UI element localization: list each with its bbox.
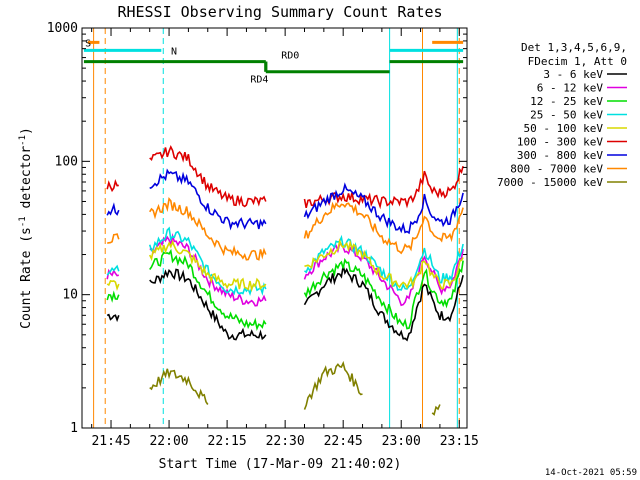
series-line (303, 242, 464, 307)
x-tick-label: 22:00 (149, 434, 188, 449)
series-line (303, 182, 464, 235)
flag-label-s: S (85, 38, 91, 49)
series-line (431, 404, 441, 416)
series-line (303, 265, 464, 342)
x-tick-label: 23:00 (382, 434, 421, 449)
y-tick-label: 10 (62, 288, 78, 303)
legend-entry: 12 - 25 keV (530, 95, 603, 108)
x-axis: 21:45 22:00 22:15 22:30 22:45 23:00 23:15 (91, 28, 479, 449)
series-line (106, 313, 120, 323)
series-line (149, 144, 267, 208)
series-line (106, 290, 120, 303)
series-line (106, 279, 120, 291)
legend-entry: 25 - 50 keV (530, 109, 603, 122)
series-line (149, 168, 267, 231)
legend-entry: 3 - 6 keV (543, 68, 603, 81)
x-tick-label: 21:45 (91, 434, 130, 449)
legend-entry: 7000 - 15000 keV (497, 176, 603, 189)
series-line (106, 268, 119, 280)
series-line (107, 233, 120, 244)
x-tick-label: 22:15 (208, 434, 247, 449)
flag-label-rd4: RD4 (250, 75, 268, 86)
x-tick-label: 22:45 (324, 434, 363, 449)
legend: Det 1,3,4,5,6,9,FDecim 1, Att 03 - 6 keV… (497, 41, 627, 189)
series-line (303, 201, 464, 255)
legend-entry: 300 - 800 keV (517, 149, 603, 162)
series-line (149, 268, 267, 341)
y-tick-label: 1 (70, 421, 78, 436)
legend-header: FDecim 1, Att 0 (528, 55, 627, 68)
chart-title: RHESSI Observing Summary Count Rates (117, 3, 442, 21)
plot-frame (81, 27, 468, 429)
series-line (304, 234, 464, 291)
flag-label-n: N (171, 46, 177, 57)
series-line (303, 360, 363, 410)
series-line (106, 178, 119, 193)
series-line (148, 239, 267, 293)
series-line (304, 238, 464, 290)
series-line (106, 202, 120, 216)
series-line (149, 196, 267, 261)
series-line (106, 264, 120, 276)
x-tick-label: 22:30 (266, 434, 305, 449)
series-line (303, 257, 464, 330)
plot-clip-group (83, 28, 464, 428)
flag-label-rd0: RD0 (281, 51, 299, 62)
series-line (149, 248, 267, 331)
x-tick-label: 23:15 (440, 434, 479, 449)
y-tick-label: 1000 (47, 21, 78, 36)
y-tick-label: 100 (55, 154, 78, 169)
x-axis-label: Start Time (17-Mar-09 21:40:02) (159, 457, 402, 472)
series-line (149, 232, 267, 307)
plot-area: RD0 RD4 N S (83, 28, 464, 428)
legend-entry: 800 - 7000 keV (510, 163, 603, 176)
legend-entry: 100 - 300 keV (517, 136, 603, 149)
legend-header: Det 1,3,4,5,6,9, (521, 41, 627, 54)
footer-date: 14-Oct-2021 05:59 (545, 468, 637, 478)
series-line (148, 226, 267, 297)
legend-entry: 6 - 12 keV (537, 82, 604, 95)
y-axis-label: Count Rate (s-1 detector-1) (18, 127, 34, 329)
y-axis: 1 10 100 1000 (47, 21, 467, 436)
legend-entry: 50 - 100 keV (524, 122, 604, 135)
series-line (149, 368, 209, 405)
